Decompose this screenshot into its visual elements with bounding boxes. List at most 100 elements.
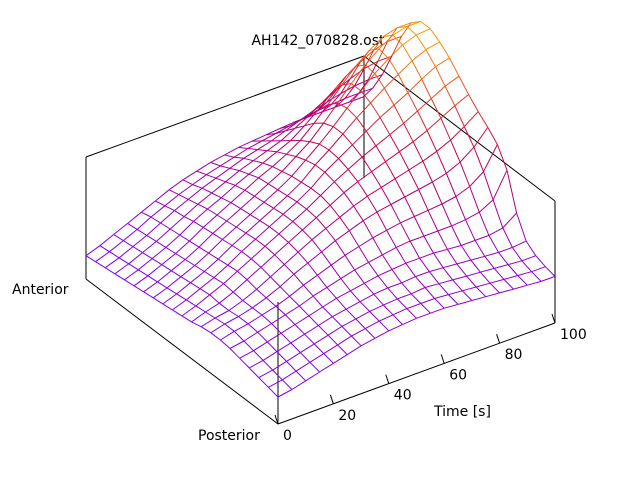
x-tick-label: 40	[394, 388, 412, 404]
mesh-line	[224, 323, 235, 332]
mesh-line	[301, 181, 312, 189]
mesh-line	[213, 264, 229, 278]
mesh-line	[237, 270, 248, 280]
mesh-line	[285, 314, 296, 325]
mesh-line	[324, 158, 339, 173]
mesh-line	[156, 228, 171, 242]
mesh-line	[471, 296, 486, 301]
mesh-line	[392, 26, 408, 36]
mesh-line	[377, 55, 392, 62]
mesh-line	[245, 232, 256, 240]
mesh-line	[364, 64, 376, 74]
mesh-line	[403, 110, 418, 124]
mesh-line	[321, 106, 336, 113]
mesh-line	[465, 211, 480, 221]
mesh-line	[166, 276, 182, 289]
mesh-line	[540, 275, 556, 282]
mesh-line	[400, 222, 411, 242]
x-tick-mark	[329, 394, 334, 404]
mesh-line	[362, 87, 373, 98]
mesh-line	[193, 220, 204, 228]
mesh-line	[109, 240, 124, 253]
mesh-line	[283, 264, 295, 275]
mesh-line	[204, 258, 219, 272]
mesh-line	[222, 239, 233, 246]
mesh-line	[297, 251, 309, 264]
mesh-line	[215, 167, 231, 179]
mesh-line	[346, 107, 358, 119]
mesh-line	[327, 102, 338, 106]
mesh-line	[113, 234, 124, 242]
mesh-line	[466, 275, 477, 288]
mesh-line	[338, 144, 353, 159]
mesh-line	[316, 101, 328, 112]
mesh-line	[363, 49, 375, 69]
mesh-line	[283, 251, 299, 265]
mesh-line	[122, 229, 138, 241]
mesh-line	[336, 297, 347, 310]
mesh-line	[253, 350, 264, 361]
mesh-line	[199, 277, 215, 290]
mesh-line	[262, 351, 278, 361]
mesh-line	[261, 133, 276, 142]
mesh-line	[413, 216, 425, 237]
mesh-line	[172, 299, 187, 311]
mesh-line	[230, 189, 246, 203]
mesh-line	[200, 326, 212, 334]
mesh-line	[197, 192, 213, 205]
mesh-line	[354, 269, 365, 284]
mesh-line	[310, 171, 326, 189]
mesh-line	[210, 154, 225, 163]
mesh-line	[424, 283, 440, 288]
mesh-line	[406, 26, 417, 36]
mesh-line	[290, 342, 301, 353]
x-tick-mark	[440, 354, 445, 364]
mesh-line	[475, 282, 491, 288]
mesh-line	[232, 291, 244, 301]
mesh-line	[194, 265, 205, 272]
mesh-line	[291, 159, 306, 177]
mesh-line	[329, 192, 345, 206]
mesh-line	[325, 228, 336, 242]
mesh-line	[358, 246, 369, 263]
mesh-line	[242, 288, 257, 301]
mesh-line	[183, 203, 199, 217]
mesh-line	[397, 26, 407, 29]
mesh-line	[276, 351, 287, 362]
mesh-line	[362, 211, 378, 222]
mesh-line	[341, 66, 357, 86]
mesh-line	[411, 60, 423, 80]
mesh-line	[527, 280, 542, 286]
mesh-line	[320, 195, 331, 206]
mesh-line	[400, 216, 415, 224]
mesh-line	[335, 75, 347, 91]
mesh-line	[247, 314, 263, 325]
mesh-line	[160, 222, 171, 230]
mesh-line	[314, 164, 326, 173]
mesh-line	[253, 160, 264, 164]
mesh-line	[461, 239, 476, 246]
mesh-line	[430, 85, 446, 99]
mesh-line	[137, 258, 153, 271]
mesh-line	[362, 220, 374, 239]
mesh-line	[420, 21, 431, 30]
mesh-line	[351, 335, 362, 347]
mesh-line	[347, 169, 359, 182]
mesh-line	[359, 49, 375, 63]
mesh-line	[341, 326, 352, 337]
mesh-line	[205, 302, 220, 313]
mesh-line	[195, 305, 206, 313]
mesh-line	[176, 282, 191, 295]
mesh-line	[136, 216, 152, 230]
mesh-line	[175, 240, 190, 254]
mesh-line	[337, 335, 352, 346]
mesh-line	[142, 252, 153, 260]
mesh-line	[485, 292, 500, 298]
mesh-line	[469, 171, 484, 187]
mesh-line	[376, 211, 388, 231]
mesh-line	[260, 266, 271, 278]
mesh-line	[169, 216, 185, 230]
mesh-line	[374, 73, 385, 89]
mesh-line	[181, 305, 197, 317]
mesh-line	[309, 141, 320, 145]
